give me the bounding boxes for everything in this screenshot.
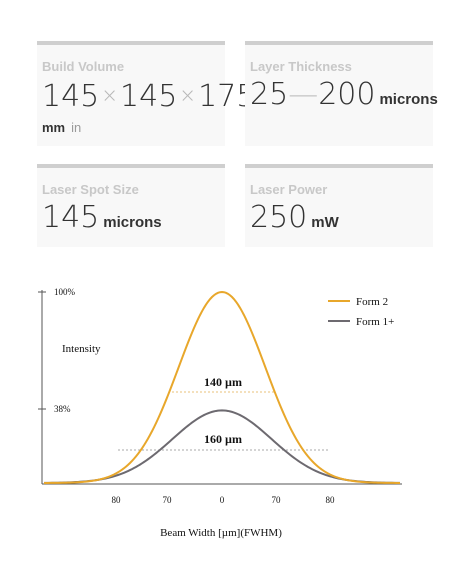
layer-thickness-card: Layer Thickness 25—200 microns xyxy=(245,41,438,146)
beam-intensity-chart: 100% 38% Intensity 80 70 0 70 80 Beam Wi… xyxy=(38,287,402,539)
layer-thickness-unit: microns xyxy=(379,91,438,108)
annotation-form2-width: 140 µm xyxy=(204,375,242,389)
laser-spot-size-card: Laser Spot Size 145 microns xyxy=(37,164,225,247)
y-axis-label: Intensity xyxy=(62,343,101,355)
laser-power-number: 250 xyxy=(250,200,308,235)
range-dash: — xyxy=(288,77,319,112)
laser-spot-size-label: Laser Spot Size xyxy=(42,182,139,197)
build-volume-card: Build Volume 145 ×145 ×175 mm in xyxy=(37,41,255,146)
laser-power-unit: mW xyxy=(311,214,339,231)
build-volume-x: 145 xyxy=(42,79,100,114)
laser-power-card: Laser Power 250 mW xyxy=(245,164,433,247)
unit-mm-toggle[interactable]: mm xyxy=(42,120,66,135)
x-tick-label: 0 xyxy=(220,495,225,505)
series-line-form1plus xyxy=(43,409,401,484)
build-volume-label: Build Volume xyxy=(42,59,125,74)
x-tick-label: 80 xyxy=(112,495,122,505)
y-tick-label: 38% xyxy=(54,404,71,414)
unit-in-toggle[interactable]: in xyxy=(71,120,82,135)
laser-spot-size-number: 145 xyxy=(42,200,100,235)
x-axis-label: Beam Width [µm](FWHM) xyxy=(160,527,282,539)
layer-thickness-max: 200 xyxy=(318,77,376,112)
x-tick-label: 70 xyxy=(163,495,173,505)
layer-thickness-min: 25 xyxy=(250,77,289,112)
x-tick-label: 80 xyxy=(326,495,336,505)
build-volume-value: 145 ×145 ×175 xyxy=(42,78,255,114)
annotation-form1plus-width: 160 µm xyxy=(204,432,242,446)
legend-label-form1plus: Form 1+ xyxy=(356,316,394,328)
layer-thickness-value: 25—200 microns xyxy=(250,77,438,117)
laser-power-value: 250 mW xyxy=(250,201,433,240)
unit-toggle: mm in xyxy=(42,120,225,135)
times-sign: × xyxy=(101,83,119,107)
x-tick-label: 70 xyxy=(272,495,282,505)
laser-spot-size-value: 145 microns xyxy=(42,201,225,240)
times-sign: × xyxy=(179,83,197,107)
y-tick-label: 100% xyxy=(54,287,76,297)
build-volume-y: 145 xyxy=(120,79,178,114)
laser-power-label: Laser Power xyxy=(250,182,328,197)
layer-thickness-label: Layer Thickness xyxy=(250,59,352,74)
legend-label-form2: Form 2 xyxy=(356,296,388,308)
laser-spot-size-unit: microns xyxy=(103,214,162,231)
series-line-form2 xyxy=(43,290,401,484)
